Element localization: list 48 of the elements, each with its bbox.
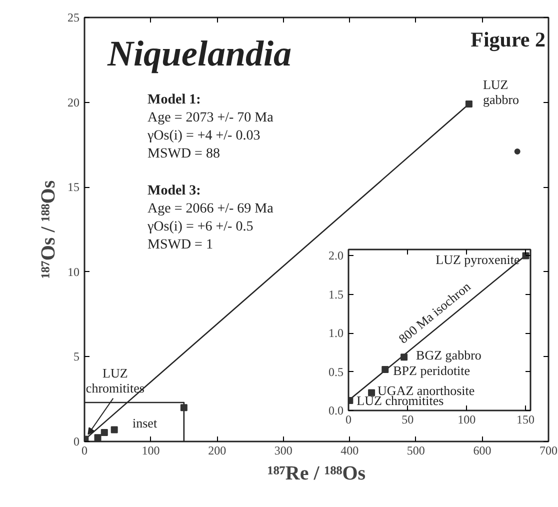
annotation: LUZ pyroxenite [436, 252, 520, 268]
y-tick-label: 0.5 [328, 364, 344, 379]
x-tick-label: 700 [540, 444, 558, 458]
y-tick-label: 5 [74, 350, 80, 364]
y-tick-label: 0 [74, 434, 80, 448]
point [100, 429, 108, 436]
annotation: BPZ peridotite [393, 362, 470, 378]
y-tick-label: 25 [68, 10, 80, 24]
x-axis-title: ¹⁸⁷Re / ¹⁸⁸Os [267, 462, 366, 484]
annotation: Age = 2066 +/- 69 Ma [148, 202, 274, 216]
annotation: inset [132, 416, 158, 430]
annotation: Model 3: [148, 184, 201, 198]
y-tick-label: 0.0 [328, 404, 344, 418]
y-tick-label: 2.0 [328, 248, 344, 263]
chart-title: Niquelandia [106, 34, 292, 74]
x-tick-label: 400 [340, 444, 359, 458]
y-tick-label: 20 [68, 95, 80, 110]
annotation: Model 1: [148, 92, 201, 108]
annotation: MSWD = 88 [148, 146, 220, 162]
y-axis-title: ¹⁸⁷Os / ¹⁸⁸Os [38, 180, 60, 279]
annotation: LUZ gabbro [482, 76, 520, 107]
x-tick-label: 100 [142, 444, 160, 458]
annotation: γOs(i) = +4 +/- 0.03 [146, 128, 260, 144]
x-tick-label: 600 [473, 444, 492, 458]
point [110, 426, 118, 434]
point [400, 354, 408, 361]
point [180, 404, 188, 412]
annotation: BGZ gabbro [416, 348, 482, 363]
annotation: γOs(i) = +6 +/- 0.5 [146, 220, 254, 234]
annotation: Figure 2 [470, 28, 546, 52]
point [465, 100, 472, 108]
point [94, 434, 102, 442]
x-tick-label: 150 [516, 412, 534, 426]
y-tick-label: 15 [68, 180, 80, 194]
x-tick-label: 50 [402, 412, 414, 426]
y-tick-label: 10 [68, 264, 80, 279]
annotation: LUZ chromitites [86, 365, 144, 396]
annotation: MSWD = 1 [148, 238, 213, 252]
y-tick-label: 1.0 [328, 326, 344, 340]
point [514, 148, 520, 154]
point [368, 389, 376, 396]
x-tick-label: 200 [208, 444, 226, 458]
x-tick-label: 300 [274, 444, 292, 458]
y-tick-label: 1.5 [328, 287, 344, 302]
point [382, 366, 389, 373]
annotation: Age = 2073 +/- 70 Ma [148, 110, 274, 126]
x-tick-label: 500 [406, 444, 425, 458]
x-tick-label: 100 [458, 412, 476, 426]
